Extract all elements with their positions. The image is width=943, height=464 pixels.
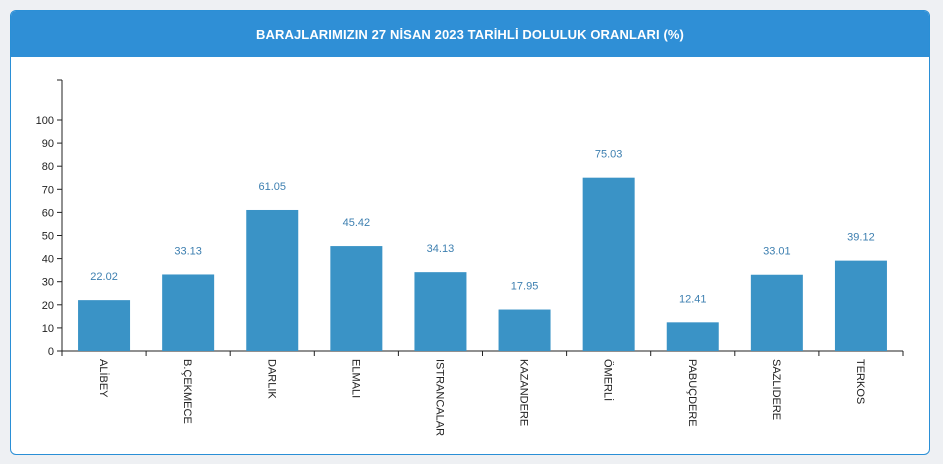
x-category-label: DARLIK [265, 359, 277, 399]
bar [750, 274, 803, 351]
x-category-label: PABUÇDERE [686, 359, 698, 427]
data-label: 45.42 [343, 217, 371, 229]
data-label: 75.03 [595, 149, 623, 161]
bar [414, 272, 467, 351]
chart-card: BARAJLARIMIZIN 27 NİSAN 2023 TARİHLİ DOL… [10, 10, 930, 455]
y-tick-label: 30 [42, 277, 54, 289]
y-tick-label: 0 [48, 346, 54, 358]
bar [834, 260, 887, 351]
data-label: 17.95 [511, 281, 539, 293]
y-tick-label: 40 [42, 254, 54, 266]
x-category-label: B.ÇEKMECE [181, 359, 193, 424]
y-tick-label: 60 [42, 207, 54, 219]
x-category-label: ÖMERLİ [602, 359, 615, 401]
bar [582, 177, 635, 351]
data-label: 33.01 [763, 246, 791, 258]
data-label: 12.41 [679, 293, 707, 305]
y-tick-label: 80 [42, 161, 54, 173]
x-category-label: ISTRANCALAR [433, 359, 445, 436]
data-label: 33.13 [174, 245, 202, 257]
bar [666, 322, 719, 351]
y-tick-label: 90 [42, 138, 54, 150]
y-tick-label: 20 [42, 300, 54, 312]
data-label: 22.02 [90, 271, 118, 283]
y-tick-label: 50 [42, 231, 54, 243]
bar [330, 246, 383, 351]
y-tick-label: 100 [36, 115, 54, 127]
x-category-label: ALİBEY [97, 359, 110, 398]
bar [78, 300, 131, 351]
data-label: 61.05 [258, 181, 286, 193]
data-label: 34.13 [427, 243, 455, 255]
data-label: 39.12 [847, 232, 875, 244]
x-category-label: ELMALI [349, 359, 361, 398]
bar [162, 274, 215, 351]
bar [498, 309, 551, 351]
chart-title: BARAJLARIMIZIN 27 NİSAN 2023 TARİHLİ DOL… [11, 11, 929, 57]
x-category-label: SAZLIDERE [770, 359, 782, 420]
x-category-label: KAZANDERE [518, 359, 530, 426]
y-tick-label: 70 [42, 184, 54, 196]
bar [246, 209, 299, 351]
x-category-label: TERKOS [854, 359, 866, 404]
y-tick-label: 10 [42, 323, 54, 335]
